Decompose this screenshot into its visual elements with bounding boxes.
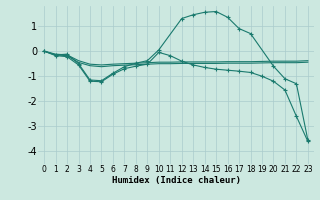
X-axis label: Humidex (Indice chaleur): Humidex (Indice chaleur) [111, 176, 241, 185]
